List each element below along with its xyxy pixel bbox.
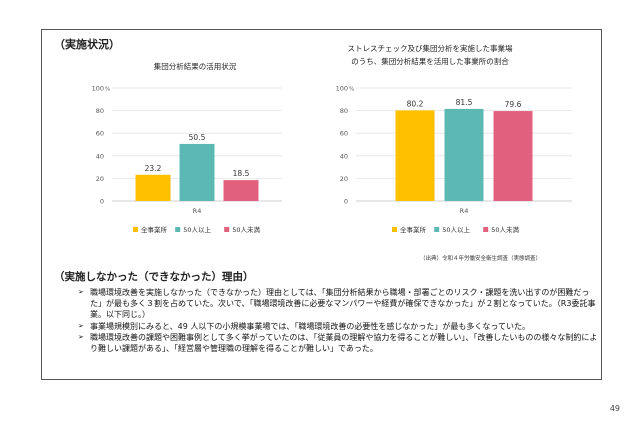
y-tick-label: 60 — [96, 130, 104, 138]
y-unit-label: % — [105, 87, 110, 93]
y-tick-label: 20 — [96, 175, 104, 183]
bullet-text: 職場環境改善を実施しなかった（できなかった）理由としては、「集団分析結果から職場… — [90, 288, 596, 320]
bullet-text: 事業場規模別にみると、49 人以下の小規模事業場では、「職場環境改善の必要性を感… — [90, 321, 530, 331]
list-item: ➢ 職場環境改善を実施しなかった（できなかった）理由としては、「集団分析結果から職… — [78, 287, 598, 321]
data-label: 50.5 — [189, 133, 206, 142]
legend-label: 全事業所 — [141, 225, 168, 234]
bar-50人以上 — [444, 108, 484, 201]
legend-label: 全事業所 — [400, 225, 427, 234]
legend-label: 50人以上 — [183, 225, 211, 234]
y-tick-label: 0 — [100, 198, 104, 206]
y-unit-label: % — [349, 87, 354, 93]
y-tick-label: 100 — [336, 85, 348, 93]
legend-swatch — [175, 227, 181, 232]
arrow-bullet-icon: ➢ — [78, 288, 84, 296]
y-tick-label: 0 — [344, 198, 348, 206]
bar-50人未満 — [493, 111, 533, 201]
content-panel — [41, 29, 602, 380]
legend-swatch — [392, 227, 397, 232]
legend-swatch — [483, 227, 489, 232]
data-label: 81.5 — [456, 98, 473, 107]
reasons-list: ➢ 職場環境改善を実施しなかった（できなかった）理由としては、「集団分析結果から職… — [78, 287, 598, 354]
y-tick-label: 100 — [92, 85, 104, 93]
y-tick-label: 60 — [340, 130, 348, 138]
source-note: （出典）令和４年労働安全衛生調査（実態調査） — [420, 256, 542, 262]
bar-全事業所 — [395, 110, 435, 201]
data-label: 79.6 — [505, 100, 522, 109]
y-tick-label: 40 — [340, 152, 348, 160]
data-label: 80.2 — [407, 99, 424, 108]
x-tick-label: R4 — [460, 207, 469, 215]
data-label: 18.5 — [233, 169, 250, 178]
section-heading-status: （実施状況） — [54, 38, 120, 51]
y-tick-label: 80 — [96, 107, 104, 115]
arrow-bullet-icon: ➢ — [78, 332, 84, 341]
legend-swatch — [224, 227, 230, 232]
section-heading-reasons: （実施しなかった（できなかった）理由） — [54, 271, 254, 283]
list-item: ➢ 事業場規模別にみると、49 人以下の小規模事業場では、「職場環境改善の必要性を… — [78, 321, 598, 332]
legend-label: 50人未満 — [491, 225, 519, 234]
legend-label: 50人未満 — [232, 225, 260, 234]
y-tick-label: 40 — [96, 152, 104, 160]
legend-label: 50人以上 — [442, 225, 470, 234]
chart2-title: ストレスチェック及び集団分析を実施した事業場 のうち、集団分析結果を活用した事業… — [347, 44, 513, 66]
x-tick-label: R4 — [193, 207, 202, 215]
chart1-title: 集団分析結果の活用状況 — [153, 62, 237, 71]
legend-swatch — [133, 227, 138, 232]
data-label: 23.2 — [145, 164, 162, 173]
y-tick-label: 20 — [340, 175, 348, 183]
bar-50人未満 — [223, 180, 259, 201]
page-number: 49 — [609, 404, 620, 413]
legend-swatch — [434, 227, 440, 232]
y-tick-label: 80 — [340, 107, 348, 115]
bullet-text: 職場環境改善の課題や困難事例として多く挙がっていたのは、「従業員の理解や協力を得… — [90, 332, 598, 354]
list-item: ➢ 職場環境改善の課題や困難事例として多く挙がっていたのは、「従業員の理解や協力を… — [78, 332, 598, 354]
bar-50人以上 — [179, 143, 215, 201]
arrow-bullet-icon: ➢ — [78, 321, 84, 330]
bar-全事業所 — [135, 174, 171, 201]
